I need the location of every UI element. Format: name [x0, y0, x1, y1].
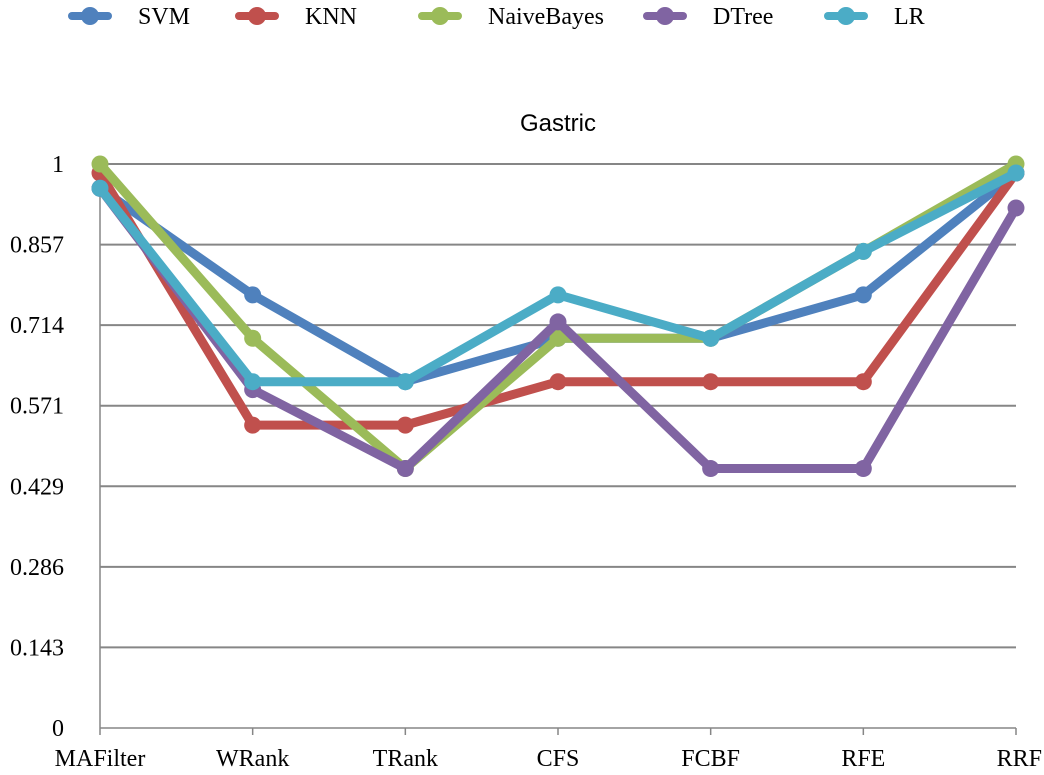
- x-tick-label: RFE: [841, 746, 885, 770]
- data-point: [91, 179, 109, 197]
- data-point: [702, 329, 720, 347]
- data-point: [854, 460, 872, 478]
- data-point: [549, 373, 567, 391]
- data-point: [396, 373, 414, 391]
- series-lines: [91, 155, 1025, 478]
- data-point: [854, 286, 872, 304]
- data-point: [702, 460, 720, 478]
- legend-label: LR: [894, 4, 925, 30]
- y-tick-label: 0.143: [10, 635, 64, 661]
- data-point: [244, 286, 262, 304]
- legend-item: LR: [824, 4, 925, 30]
- legend-marker: [81, 7, 99, 25]
- y-tick-label: 0.857: [10, 233, 64, 259]
- axes: 0 0.143 0.286 0.429 0.571 0.714 0.857 1 MAFilter…: [10, 152, 1042, 772]
- chart-title: Gastric: [520, 110, 596, 137]
- legend: SVM KNN NaiveBayes DTree LR: [68, 4, 925, 30]
- data-point: [702, 373, 720, 391]
- data-point: [1007, 164, 1025, 182]
- data-point: [396, 460, 414, 478]
- data-point: [549, 329, 567, 347]
- y-tick-label: 0.286: [10, 555, 64, 581]
- data-point: [244, 329, 262, 347]
- x-tick-label: TRank: [373, 746, 438, 770]
- gridlines: [100, 163, 1016, 649]
- series-lr: [91, 164, 1025, 391]
- y-tick-label: 0.571: [10, 394, 64, 420]
- y-tick-label: 0.429: [10, 474, 64, 500]
- data-point: [854, 373, 872, 391]
- x-tick-label: MAFilter: [55, 746, 146, 770]
- y-tick-label: 0: [52, 716, 64, 742]
- series-dtree: [91, 179, 1025, 478]
- x-tick-label: RRF: [997, 746, 1042, 770]
- data-point: [549, 313, 567, 331]
- x-tick-label: WRank: [216, 746, 289, 770]
- data-point: [549, 286, 567, 304]
- data-point: [244, 416, 262, 434]
- legend-item: KNN: [235, 4, 357, 30]
- legend-marker: [837, 7, 855, 25]
- y-tick-label: 1: [52, 152, 64, 178]
- legend-marker: [431, 7, 449, 25]
- legend-marker: [656, 7, 674, 25]
- legend-label: NaiveBayes: [488, 4, 604, 30]
- data-point: [244, 373, 262, 391]
- series-line: [95, 168, 1021, 387]
- x-tick-label: FCBF: [681, 746, 740, 770]
- data-point: [396, 416, 414, 434]
- legend-label: DTree: [713, 4, 773, 30]
- x-tick-label: CFS: [537, 746, 580, 770]
- legend-label: KNN: [305, 4, 357, 30]
- legend-item: DTree: [643, 4, 773, 30]
- data-point: [1007, 199, 1025, 217]
- legend-label: SVM: [138, 4, 190, 30]
- legend-marker: [248, 7, 266, 25]
- data-point: [854, 242, 872, 260]
- y-tick-label: 0.714: [10, 313, 64, 339]
- data-point: [91, 155, 109, 173]
- legend-item: SVM: [68, 4, 190, 30]
- legend-item: NaiveBayes: [418, 4, 604, 30]
